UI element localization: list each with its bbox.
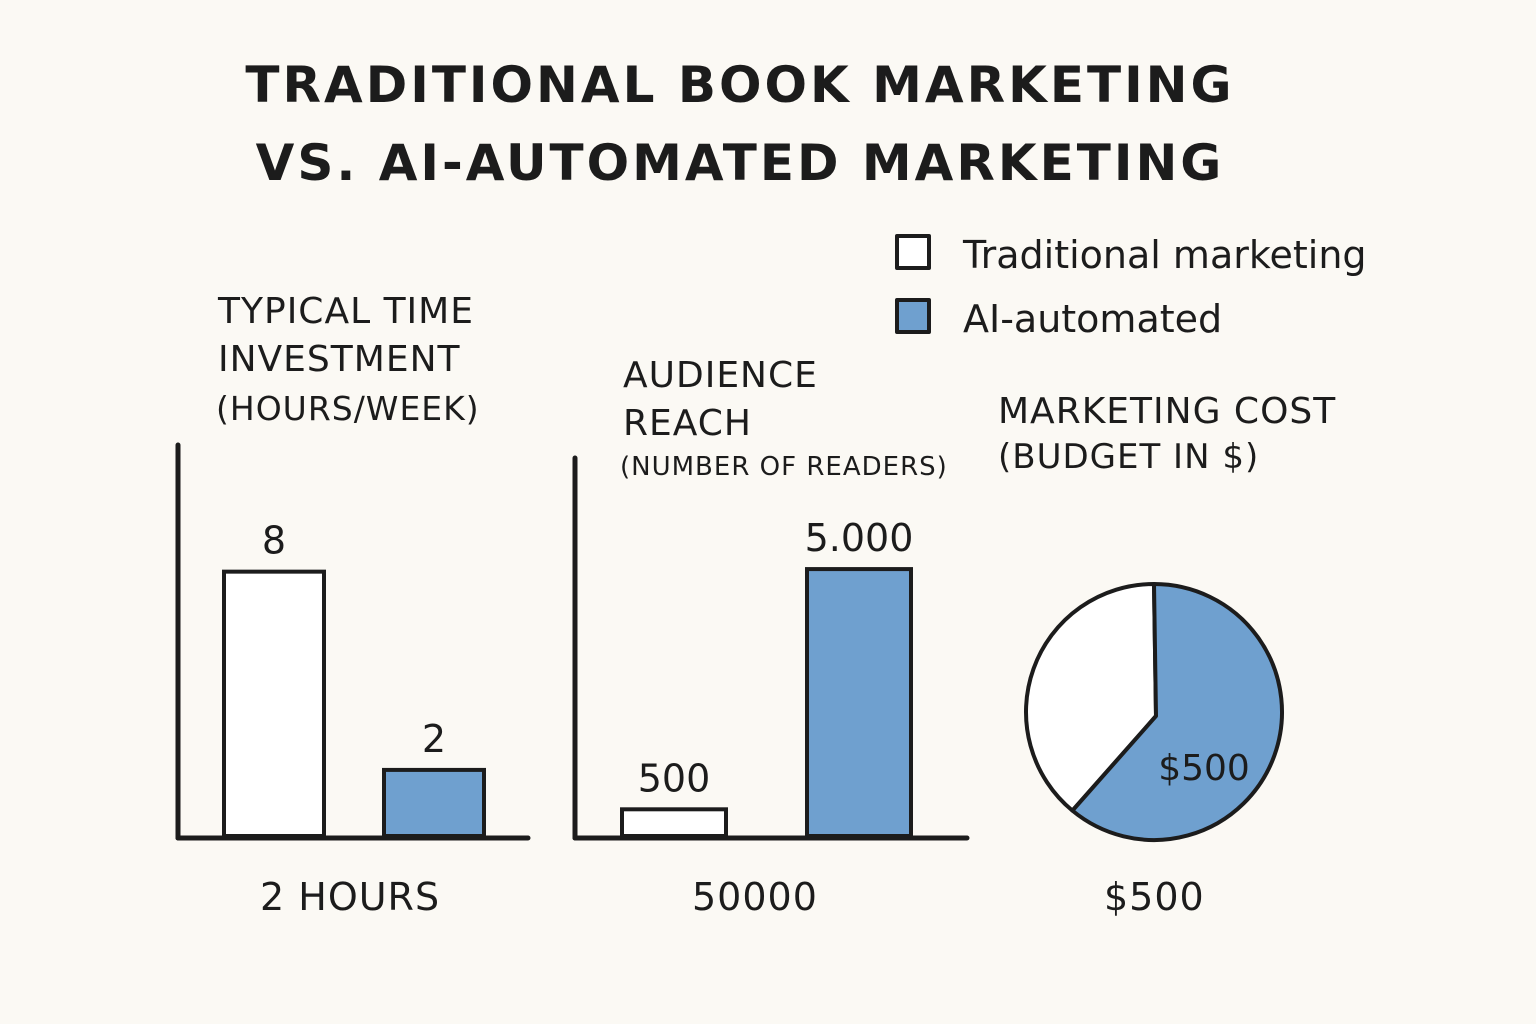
pie-slice-traditional — [1024, 582, 1158, 813]
time-bar-ai — [382, 767, 486, 838]
reach-chart-title-line-1: AUDIENCE — [623, 355, 818, 396]
reach-chart: 500 5.000 — [572, 455, 970, 841]
chart-title-line-2: VS. AI-AUTOMATED MARKETING — [255, 134, 1225, 192]
legend-label-ai: AI-automated — [963, 297, 1223, 341]
legend-swatch-traditional — [895, 234, 931, 270]
time-chart-title-line-2: INVESTMENT — [218, 339, 461, 380]
legend-label-traditional: Traditional marketing — [963, 233, 1367, 277]
reach-chart-subtitle: (NUMBER OF READERS) — [620, 452, 948, 482]
cost-chart-subtitle: (BUDGET IN $) — [998, 437, 1260, 477]
time-bar-label-traditional: 8 — [262, 519, 286, 563]
time-chart-subtitle: (HOURS/WEEK) — [216, 389, 480, 428]
time-chart-title-line-1: TYPICAL TIME — [218, 291, 474, 332]
reach-bar-ai — [805, 567, 913, 838]
reach-chart-caption: 50000 — [692, 875, 818, 919]
reach-chart-title-line-2: REACH — [623, 403, 752, 444]
reach-bar-label-ai: 5.000 — [805, 516, 914, 560]
time-bar-label-ai: 2 — [422, 717, 446, 761]
chart-title-line-1: TRADITIONAL BOOK MARKETING — [245, 56, 1235, 114]
time-chart-caption: 2 HOURS — [260, 875, 441, 919]
pie-slice-ai — [1070, 582, 1284, 842]
pie-slice-label: $500 — [1158, 748, 1250, 789]
legend-swatch-ai — [895, 298, 931, 334]
time-chart: 8 2 — [175, 442, 531, 841]
cost-chart-title: MARKETING COST — [998, 391, 1337, 432]
cost-chart-caption: $500 — [1104, 875, 1205, 919]
time-bar-traditional — [222, 569, 326, 838]
reach-bar-label-traditional: 500 — [638, 756, 711, 800]
cost-chart: $500 — [1024, 582, 1284, 842]
reach-bar-traditional — [620, 807, 728, 839]
